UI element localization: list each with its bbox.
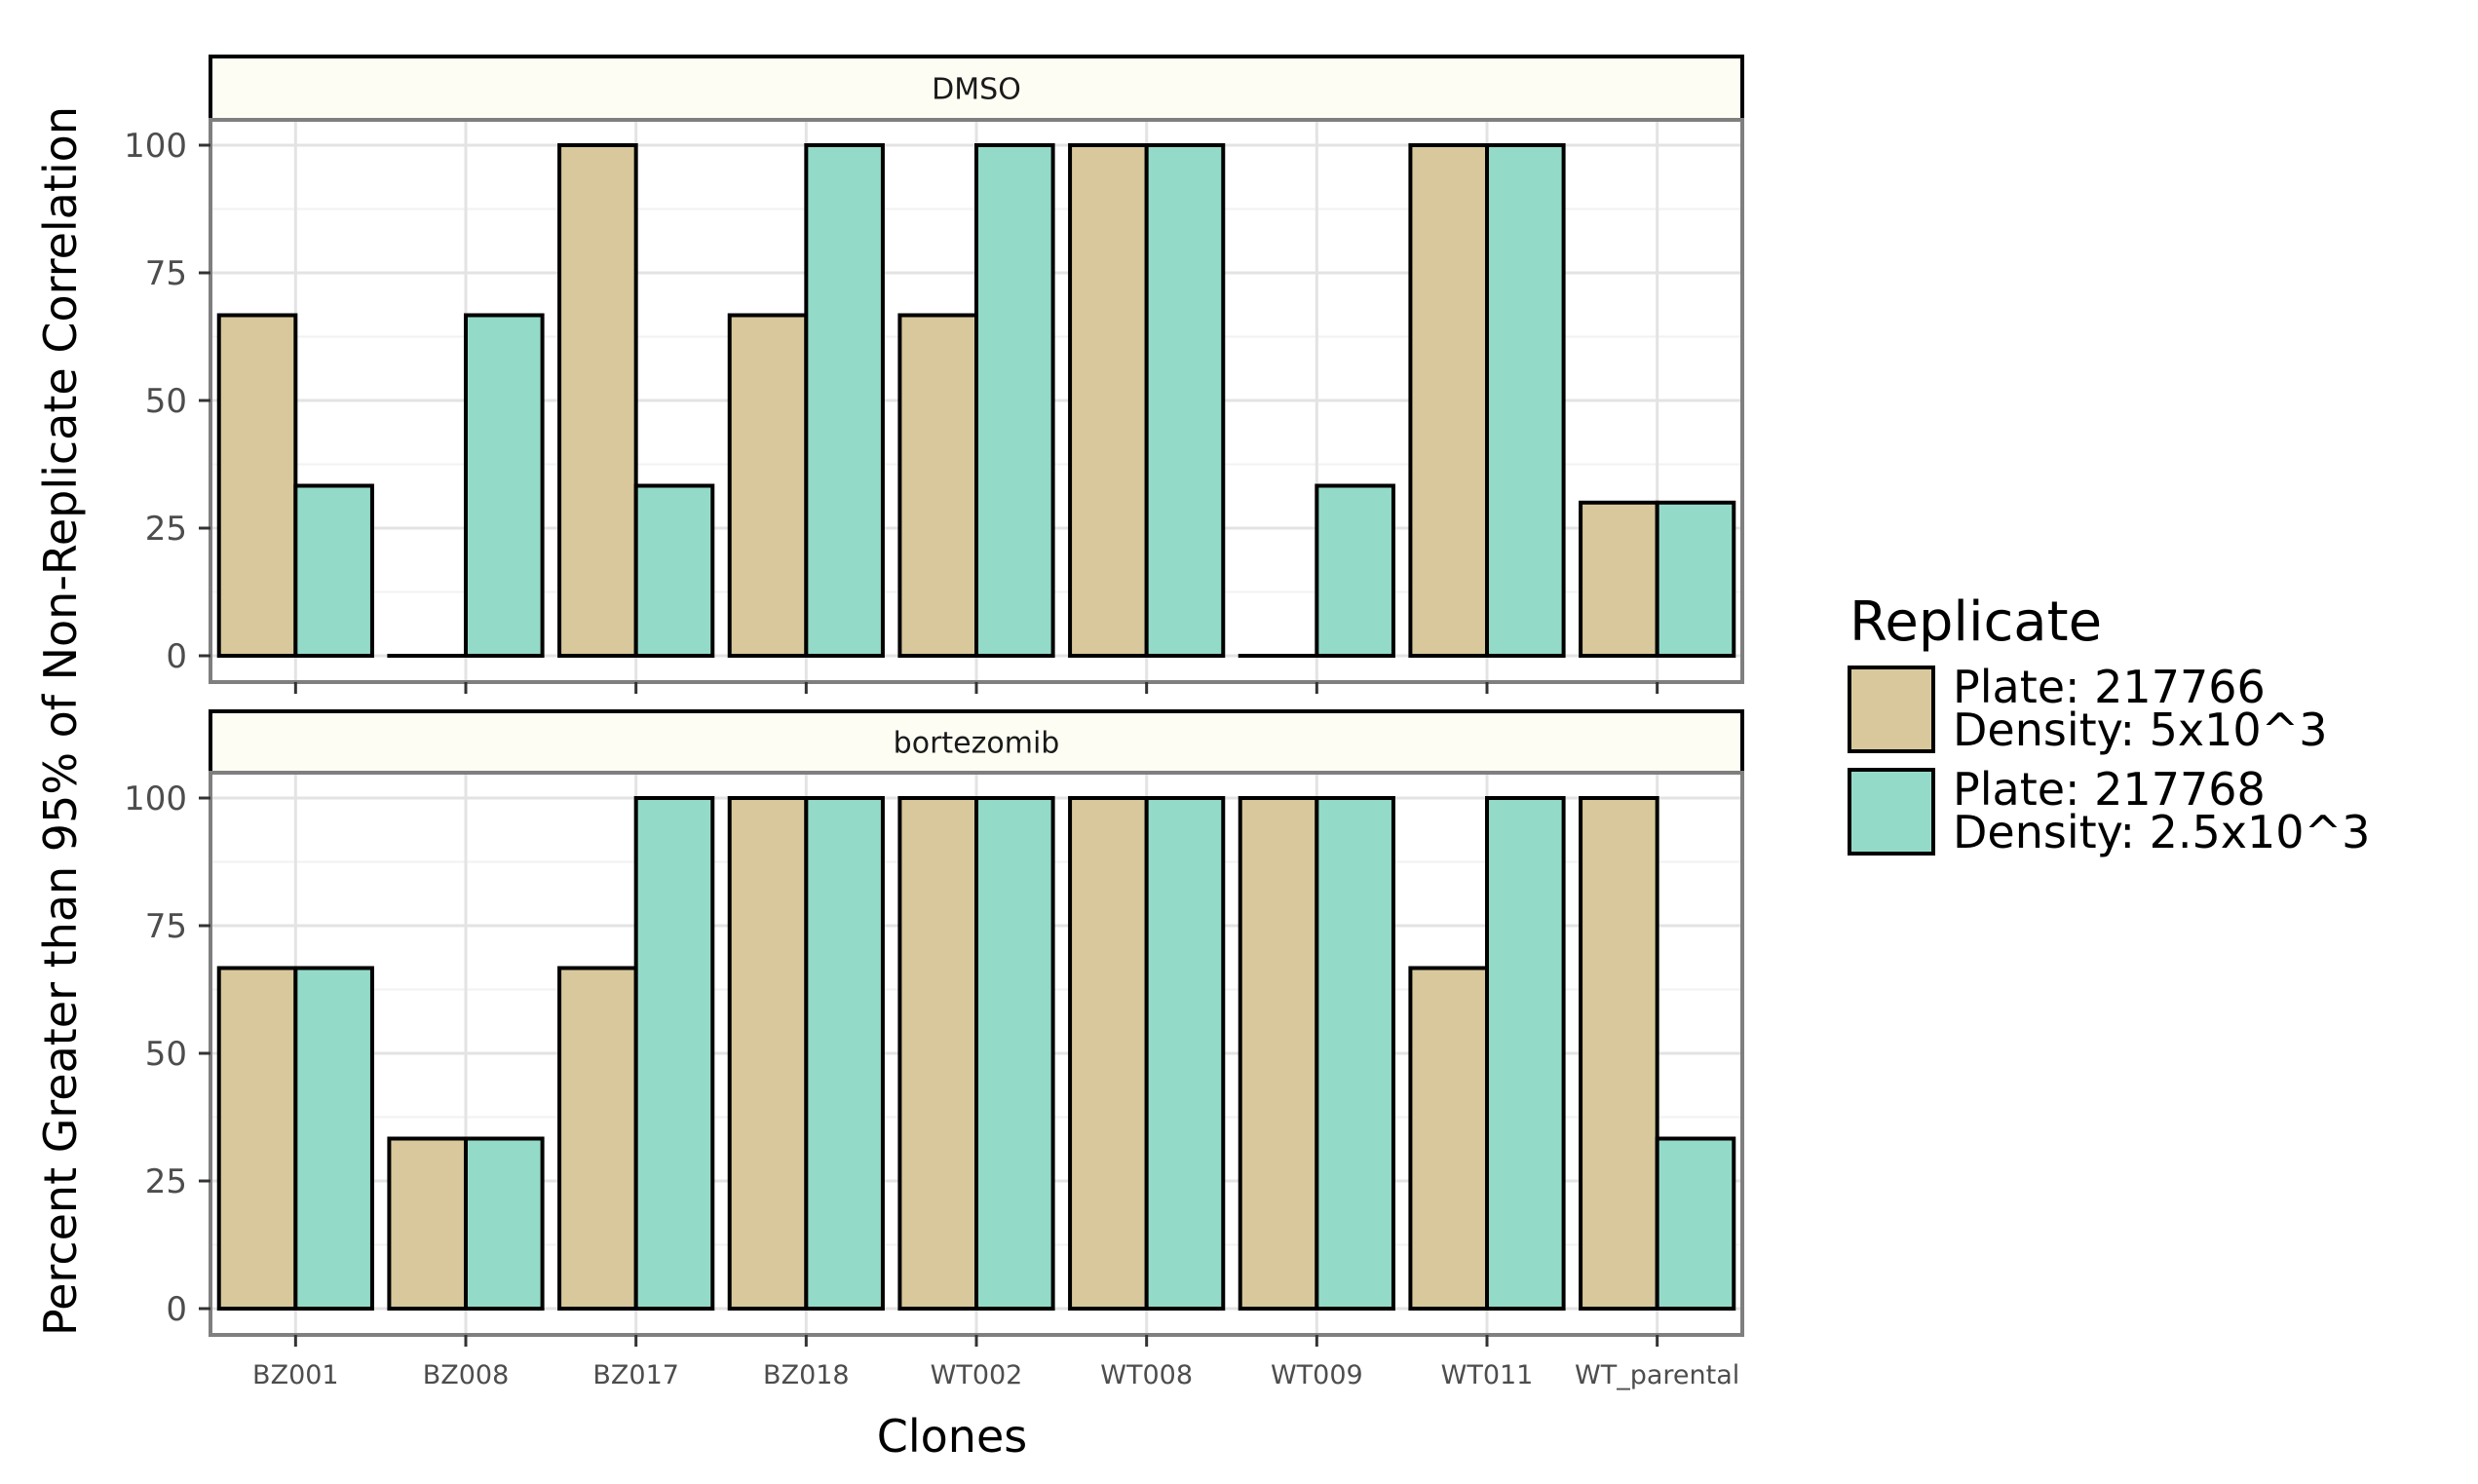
facet-panel-dmso: DMSO 0 25 50 75 100 xyxy=(124,55,1744,694)
bar-dmso-wt_parental-series2 xyxy=(1655,500,1736,658)
bar-dmso-wt002-series1 xyxy=(897,313,979,658)
x-tick-label: WT011 xyxy=(1441,1360,1534,1390)
x-tick-label: WT002 xyxy=(931,1360,1023,1390)
x-tick-label: WT009 xyxy=(1271,1360,1363,1390)
bar-dmso-wt011-series2 xyxy=(1485,143,1566,658)
bar-bortezomib-wt009-series1 xyxy=(1238,796,1319,1311)
bar-dmso-bz018-series1 xyxy=(727,313,809,658)
y-tick-label: 0 xyxy=(166,637,187,676)
y-tick-label: 75 xyxy=(145,254,187,293)
bar-bortezomib-bz018-series1 xyxy=(727,796,809,1311)
bar-bortezomib-wt002-series2 xyxy=(974,796,1055,1311)
bar-dmso-wt008-series1 xyxy=(1068,143,1149,658)
x-tick-label: WT008 xyxy=(1100,1360,1193,1390)
x-tick-label: BZ008 xyxy=(423,1360,510,1390)
bar-dmso-wt011-series1 xyxy=(1408,143,1490,658)
bar-dmso-wt008-series2 xyxy=(1144,143,1226,658)
y-tick-label: 0 xyxy=(166,1290,187,1329)
bar-dmso-bz017-series1 xyxy=(557,143,638,658)
bar-bortezomib-wt009-series2 xyxy=(1315,796,1395,1311)
bar-bortezomib-wt008-series1 xyxy=(1068,796,1149,1311)
legend-label-line2: Density: 2.5x10^3 xyxy=(1953,806,2370,858)
bar-dmso-wt_parental-series1 xyxy=(1579,500,1659,658)
bar-bortezomib-bz018-series2 xyxy=(804,796,885,1311)
bar-dmso-wt002-series2 xyxy=(974,143,1055,658)
bar-bortezomib-wt_parental-series2 xyxy=(1655,1136,1736,1312)
y-axis-title: Percent Greater than 95% of Non-Replicat… xyxy=(34,106,87,1336)
legend-label-line1: Plate: 217766 xyxy=(1953,661,2266,713)
facet-strip-label: bortezomib xyxy=(894,727,1060,761)
bar-dmso-bz018-series2 xyxy=(804,143,885,658)
bar-dmso-bz001-series2 xyxy=(293,483,374,658)
bar-bortezomib-bz008-series2 xyxy=(464,1136,545,1312)
y-tick-label: 25 xyxy=(145,510,187,549)
bar-bortezomib-bz001-series2 xyxy=(293,966,374,1311)
y-tick-label: 100 xyxy=(124,780,187,818)
bar-dmso-bz017-series2 xyxy=(633,483,715,658)
y-tick-label: 100 xyxy=(124,127,187,166)
legend-title: Replicate xyxy=(1849,590,2102,654)
y-tick-label: 75 xyxy=(145,907,187,946)
y-tick-label: 25 xyxy=(145,1162,187,1201)
x-axis-title: Clones xyxy=(877,1410,1027,1463)
facet-strip-label: DMSO xyxy=(932,73,1021,107)
bar-bortezomib-wt_parental-series1 xyxy=(1579,796,1659,1311)
bar-bortezomib-bz017-series2 xyxy=(633,796,715,1311)
x-tick-label: BZ018 xyxy=(763,1360,850,1390)
x-tick-label: WT_parental xyxy=(1575,1360,1739,1390)
bar-bortezomib-bz017-series1 xyxy=(557,966,638,1311)
legend-key-series2 xyxy=(1848,768,1935,856)
y-tick-label: 50 xyxy=(145,1035,187,1074)
x-tick-label: BZ017 xyxy=(592,1360,679,1390)
bar-bortezomib-wt011-series1 xyxy=(1408,966,1490,1311)
bar-bortezomib-bz001-series1 xyxy=(216,966,298,1311)
bar-bortezomib-wt008-series2 xyxy=(1144,796,1226,1311)
y-tick-label: 50 xyxy=(145,382,187,421)
facet-panels: DMSO 0 25 50 75 100 bortezomib 0 25 50 75 100 xyxy=(124,55,1744,1347)
legend-label-line1: Plate: 217768 xyxy=(1953,763,2266,816)
legend-key-series1 xyxy=(1848,666,1935,753)
facet-strip xyxy=(209,55,1744,122)
bar-dmso-bz008-series2 xyxy=(464,313,545,658)
facet-panel-bortezomib: bortezomib 0 25 50 75 100 xyxy=(124,709,1744,1347)
bar-dmso-wt009-series2 xyxy=(1315,483,1395,658)
bar-dmso-bz001-series1 xyxy=(216,313,298,658)
bar-bortezomib-bz008-series1 xyxy=(387,1136,468,1312)
legend-label-line2: Density: 5x10^3 xyxy=(1953,704,2328,756)
x-axis-ticks: BZ001 BZ008 BZ017 BZ018 WT002 WT008 WT009 WT011… xyxy=(252,1360,1739,1390)
bar-bortezomib-wt011-series2 xyxy=(1485,796,1566,1311)
x-tick-label: BZ001 xyxy=(252,1360,339,1390)
bar-bortezomib-wt002-series1 xyxy=(897,796,979,1311)
